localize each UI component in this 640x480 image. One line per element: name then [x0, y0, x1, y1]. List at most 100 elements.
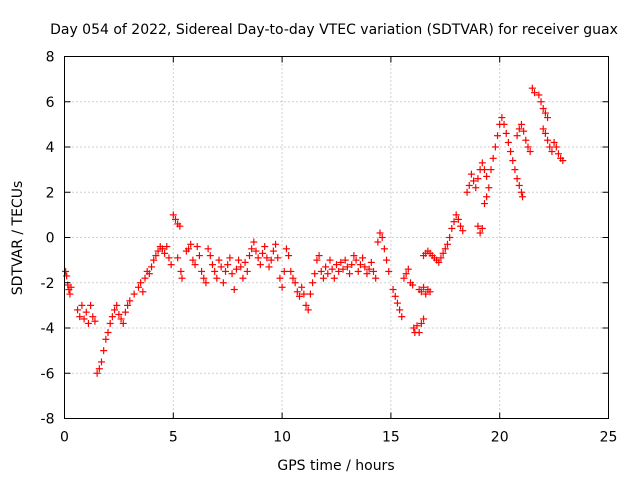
data-point [248, 245, 256, 253]
data-point [443, 240, 451, 248]
data-point [117, 315, 125, 323]
data-point [450, 218, 458, 226]
data-point [483, 193, 491, 201]
x-tick-label: 15 [382, 430, 400, 446]
data-point [243, 267, 251, 275]
data-point [211, 267, 219, 275]
data-point [391, 292, 399, 300]
y-tick-label: 4 [46, 140, 55, 156]
data-point [552, 143, 560, 151]
x-axis-title: GPS time / hours [277, 458, 394, 474]
data-point [306, 290, 314, 298]
data-point [177, 267, 185, 275]
data-point [254, 254, 262, 262]
data-point [165, 254, 173, 262]
data-point [93, 369, 101, 377]
data-point [519, 193, 527, 201]
data-point [544, 114, 552, 122]
data-point [520, 127, 528, 135]
data-point [296, 292, 304, 300]
y-tick-label: 2 [46, 185, 55, 201]
data-point [539, 105, 547, 113]
data-point [448, 224, 456, 232]
data-point [87, 301, 95, 309]
y-tick-labels: -8 -6 -4 -2 0 2 4 6 8 [41, 50, 55, 428]
data-point [415, 329, 423, 337]
data-point [137, 279, 145, 287]
y-tick-label: -4 [41, 321, 55, 337]
data-point [544, 136, 552, 144]
data-point [369, 267, 377, 275]
data-point [267, 256, 275, 264]
y-tick-label: -2 [41, 276, 55, 292]
data-point [89, 313, 97, 321]
data-point [491, 143, 499, 151]
data-point [526, 148, 534, 156]
data-point [513, 175, 521, 183]
data-point [317, 267, 325, 275]
data-point [161, 249, 169, 257]
data-point [548, 148, 556, 156]
data-point [550, 138, 558, 146]
data-point [541, 109, 549, 117]
data-point [219, 279, 227, 287]
data-point [467, 170, 475, 178]
data-point [293, 288, 301, 296]
data-point [413, 322, 421, 330]
data-point [78, 301, 86, 309]
data-point [235, 256, 243, 264]
data-point [309, 279, 317, 287]
data-point [322, 263, 330, 271]
data-point [376, 229, 384, 237]
data-point [465, 181, 473, 189]
data-point [311, 270, 319, 278]
data-point [66, 290, 74, 298]
data-point [463, 188, 471, 196]
data-point [341, 256, 349, 264]
data-point [335, 267, 343, 275]
x-tick-labels: 0 5 10 15 20 25 [60, 430, 617, 446]
data-point [396, 306, 404, 314]
data-point [522, 136, 530, 144]
data-point [259, 249, 267, 257]
data-point [494, 132, 502, 140]
data-point [148, 263, 156, 271]
data-point [100, 347, 108, 355]
data-points [62, 84, 567, 377]
data-point [198, 267, 206, 275]
data-point [343, 263, 351, 271]
data-point [113, 301, 121, 309]
data-point [106, 319, 114, 327]
data-point [189, 256, 197, 264]
x-tick-label: 5 [169, 430, 178, 446]
data-point [504, 138, 512, 146]
axis-ticks [64, 56, 609, 419]
data-point [546, 143, 554, 151]
data-point [528, 84, 536, 92]
data-point [324, 270, 332, 278]
y-tick-label: 0 [46, 231, 55, 247]
data-point [176, 222, 184, 230]
data-point [365, 265, 373, 273]
data-point [80, 315, 88, 323]
data-point [402, 270, 410, 278]
data-point [289, 274, 297, 282]
data-point [302, 301, 310, 309]
data-point [420, 315, 428, 323]
data-point [111, 306, 119, 314]
data-point [152, 252, 160, 260]
data-point [269, 247, 277, 255]
y-tick-label: 6 [46, 95, 55, 111]
data-point [489, 154, 497, 162]
data-point [454, 215, 462, 223]
x-tick-label: 25 [600, 430, 618, 446]
data-point [498, 114, 506, 122]
data-point [348, 261, 356, 269]
data-point [274, 254, 282, 262]
data-point [74, 306, 82, 314]
data-point [372, 274, 380, 282]
data-point [108, 313, 116, 321]
data-point [202, 279, 210, 287]
grid [64, 56, 609, 419]
